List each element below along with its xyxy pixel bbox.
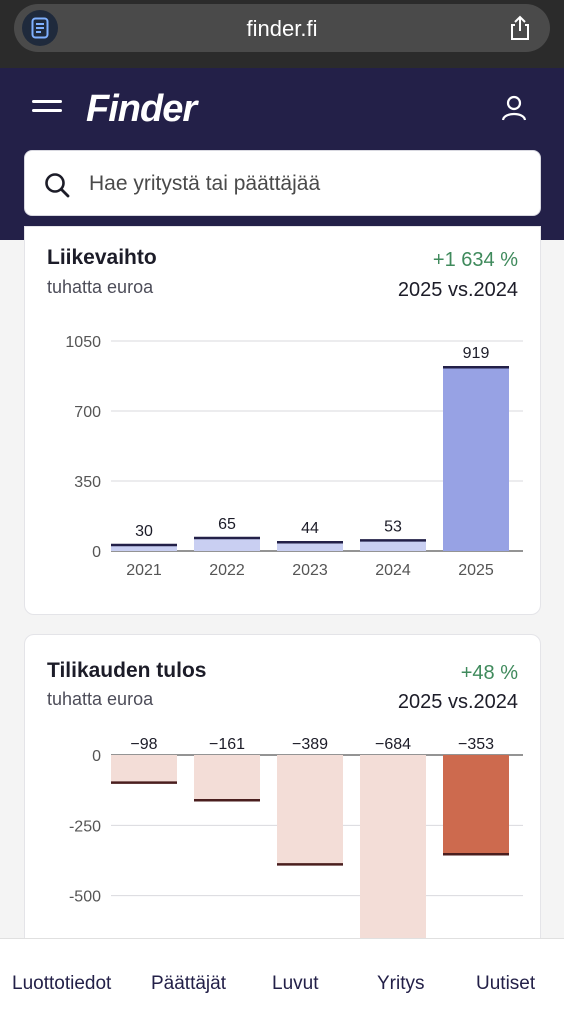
revenue-card: Liikevaihto tuhatta euroa +1 634 % 2025 … xyxy=(24,226,541,615)
bar xyxy=(360,540,426,551)
search-input[interactable] xyxy=(89,151,509,217)
x-tick-label: 2023 xyxy=(292,562,328,579)
nav-item-uutiset[interactable]: Uutiset xyxy=(476,973,536,994)
revenue-comparison: 2025 vs.2024 xyxy=(397,279,518,301)
revenue-chart: 0 350 700 1050 30 2021 65 2022 44 2023 53 2024 919 20… xyxy=(65,334,523,579)
result-comparison: 2025 vs.2024 xyxy=(397,691,518,713)
result-title: Tilikauden tulos xyxy=(47,659,207,682)
bar xyxy=(194,755,260,801)
url-pill[interactable]: finder.fi xyxy=(14,4,550,52)
data-label: −684 xyxy=(375,736,411,753)
data-label: −389 xyxy=(292,736,328,753)
bar xyxy=(360,755,426,948)
nav-item-paattajat[interactable]: Päättäjät xyxy=(151,973,226,994)
menu-icon[interactable] xyxy=(32,100,62,122)
bar xyxy=(443,755,509,855)
browser-address-bar: finder.fi xyxy=(0,0,564,68)
bar xyxy=(194,538,260,551)
data-label: 44 xyxy=(301,520,319,537)
nav-item-luvut[interactable]: Luvut xyxy=(272,973,319,994)
x-tick-label: 2025 xyxy=(458,562,494,579)
bottom-nav: Luottotiedot Päättäjät Luvut Yritys Uuti… xyxy=(0,938,564,1024)
data-label: 53 xyxy=(384,518,402,535)
data-label: 65 xyxy=(218,516,236,533)
result-change: +48 % xyxy=(460,662,518,684)
user-icon[interactable] xyxy=(500,94,528,122)
finder-logo[interactable]: Finder xyxy=(86,88,197,130)
result-card: Tilikauden tulos tuhatta euroa +48 % 202… xyxy=(24,634,541,964)
y-tick-label: -250 xyxy=(69,818,101,835)
search-box[interactable] xyxy=(24,150,541,217)
y-tick-label: 0 xyxy=(92,544,101,561)
data-label: 919 xyxy=(463,345,490,362)
y-tick-label: 1050 xyxy=(65,334,101,351)
data-label: −353 xyxy=(458,736,494,753)
x-tick-label: 2021 xyxy=(126,562,162,579)
reader-icon[interactable] xyxy=(22,10,58,46)
result-chart: 0 -250 -500 −98 −161 −389 −684 −353 xyxy=(69,736,523,949)
y-tick-label: 700 xyxy=(74,404,101,421)
x-tick-label: 2024 xyxy=(375,562,411,579)
app-header: Finder xyxy=(0,68,564,240)
nav-item-luottotiedot[interactable]: Luottotiedot xyxy=(12,973,112,994)
data-label: −98 xyxy=(130,736,157,753)
bar xyxy=(443,367,509,551)
data-label: 30 xyxy=(135,523,153,540)
url-text[interactable]: finder.fi xyxy=(246,16,318,41)
y-tick-label: -500 xyxy=(69,889,101,906)
x-tick-label: 2022 xyxy=(209,562,245,579)
result-unit: tuhatta euroa xyxy=(47,689,154,709)
nav-item-yritys[interactable]: Yritys xyxy=(377,973,425,994)
data-label: −161 xyxy=(209,736,245,753)
bar xyxy=(277,755,343,865)
bar xyxy=(111,545,177,551)
bar xyxy=(277,542,343,551)
revenue-change: +1 634 % xyxy=(432,249,518,271)
bar xyxy=(111,755,177,783)
y-tick-label: 0 xyxy=(92,748,101,765)
revenue-title: Liikevaihto xyxy=(47,246,157,269)
search-icon xyxy=(45,173,70,198)
revenue-unit: tuhatta euroa xyxy=(47,277,154,297)
y-tick-label: 350 xyxy=(74,474,101,491)
share-icon[interactable] xyxy=(506,14,534,42)
